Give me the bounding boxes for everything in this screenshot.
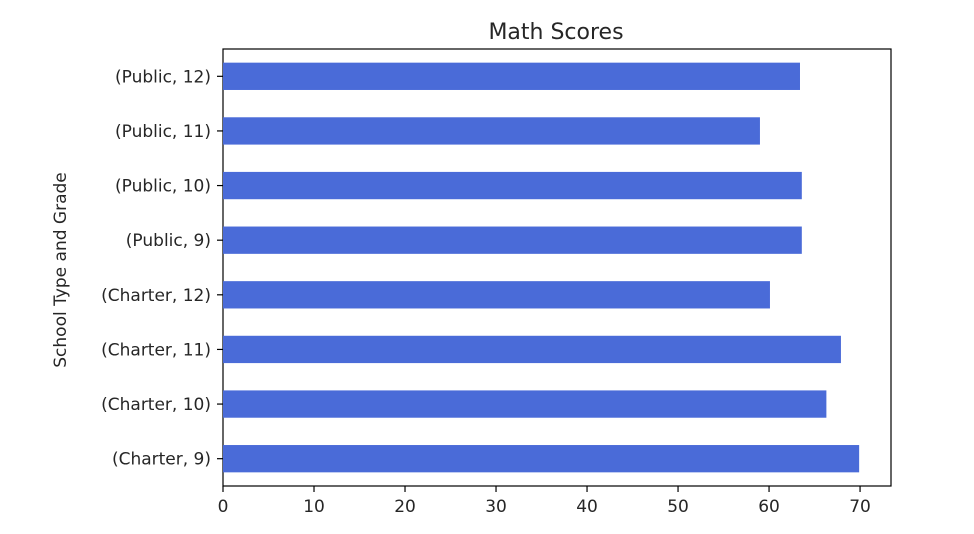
y-tick-label: (Charter, 12) — [101, 286, 211, 306]
y-tick-label: (Charter, 9) — [112, 450, 211, 470]
bar — [223, 117, 760, 145]
y-tick-label: (Charter, 10) — [101, 395, 211, 415]
bar — [223, 445, 860, 473]
chart-title: Math Scores — [488, 20, 623, 45]
bar — [223, 390, 827, 418]
bar — [223, 335, 841, 364]
bar — [223, 226, 802, 254]
x-axis: 0 10 20 30 40 50 60 70 — [218, 486, 871, 517]
plot-area — [222, 48, 892, 487]
bars-group — [223, 62, 860, 473]
x-tick-label: 30 — [485, 497, 507, 517]
y-tick-label: (Public, 12) — [115, 67, 211, 87]
y-tick-label: (Public, 11) — [115, 122, 211, 142]
x-tick-label: 40 — [576, 497, 598, 517]
x-tick-label: 0 — [218, 497, 229, 517]
x-tick-label: 60 — [758, 497, 780, 517]
y-tick-label: (Public, 10) — [115, 177, 211, 197]
bar — [223, 62, 800, 90]
x-tick-label: 70 — [849, 497, 871, 517]
x-tick-label: 20 — [394, 497, 416, 517]
bar — [223, 171, 802, 200]
y-axis-label: School Type and Grade — [51, 172, 71, 368]
plot-frame — [222, 48, 892, 487]
y-axis: (Charter, 9) (Charter, 10) (Charter, 11) (C… — [101, 67, 223, 470]
y-tick-label: (Public, 9) — [126, 231, 211, 251]
x-tick-label: 10 — [303, 497, 325, 517]
bar — [223, 281, 770, 309]
x-tick-label: 50 — [667, 497, 689, 517]
y-tick-label: (Charter, 11) — [101, 340, 211, 360]
